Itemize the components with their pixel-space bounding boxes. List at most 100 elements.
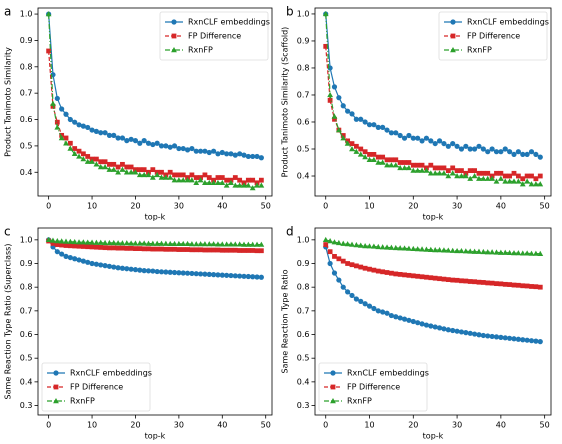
- marker: [454, 173, 460, 179]
- marker: [340, 258, 346, 264]
- y-tick-label: 0.4: [297, 377, 310, 386]
- legend-label: FP Difference: [188, 32, 241, 41]
- marker: [185, 247, 190, 252]
- marker: [515, 173, 521, 179]
- marker: [445, 168, 451, 174]
- marker: [327, 238, 334, 244]
- marker: [410, 135, 416, 141]
- legend-label: FP Difference: [467, 32, 520, 41]
- marker: [423, 322, 430, 328]
- marker: [102, 163, 108, 170]
- marker: [249, 185, 256, 191]
- subplot: a 0 10 20 30 40 50 0.4 0.5 0.6 0.7 0.8 0.9 1.0 top-k Pr…: [4, 5, 273, 222]
- marker: [202, 179, 208, 186]
- marker: [393, 157, 399, 163]
- marker: [432, 247, 439, 253]
- marker: [493, 334, 500, 340]
- marker: [202, 271, 208, 277]
- marker: [50, 100, 56, 106]
- marker: [215, 175, 221, 180]
- marker: [258, 155, 264, 161]
- marker: [89, 239, 95, 245]
- marker: [502, 249, 509, 255]
- marker: [193, 179, 200, 186]
- marker: [224, 151, 230, 157]
- marker: [537, 339, 543, 345]
- marker: [362, 242, 369, 249]
- y-tick-label: 0.7: [297, 306, 310, 315]
- marker: [63, 243, 69, 248]
- marker: [171, 269, 178, 276]
- marker: [215, 151, 221, 157]
- marker: [529, 173, 534, 179]
- marker: [219, 241, 226, 247]
- marker: [141, 167, 147, 173]
- marker: [322, 10, 329, 17]
- marker: [258, 274, 264, 280]
- marker: [335, 127, 342, 133]
- marker: [441, 276, 447, 282]
- legend-label: RxnFP: [188, 46, 213, 55]
- marker: [323, 242, 329, 247]
- marker: [115, 245, 121, 251]
- marker: [258, 182, 265, 188]
- y-tick-label: 0.6: [20, 330, 33, 339]
- marker: [67, 145, 74, 151]
- marker: [362, 149, 368, 155]
- marker: [193, 175, 199, 180]
- legend-label: RxnFP: [347, 397, 372, 406]
- marker: [349, 141, 355, 146]
- x-tick-label: 10: [87, 202, 97, 211]
- marker: [124, 138, 130, 144]
- marker: [384, 270, 390, 275]
- marker: [340, 103, 346, 109]
- marker: [402, 272, 407, 278]
- x-tick-label: 0: [323, 421, 328, 430]
- marker: [45, 11, 52, 17]
- marker: [237, 248, 243, 253]
- marker: [467, 330, 473, 336]
- x-tick-label: 40: [217, 202, 227, 211]
- marker: [472, 279, 477, 285]
- marker: [111, 245, 117, 251]
- marker: [167, 240, 174, 247]
- marker: [202, 172, 208, 178]
- marker: [480, 280, 486, 285]
- marker: [432, 140, 438, 147]
- marker: [159, 246, 164, 252]
- marker: [371, 267, 377, 273]
- marker: [53, 384, 59, 390]
- marker: [184, 240, 191, 247]
- marker: [67, 243, 73, 249]
- marker: [180, 270, 186, 276]
- marker: [423, 135, 430, 141]
- marker: [467, 248, 474, 254]
- marker: [384, 162, 390, 168]
- marker: [193, 148, 199, 154]
- marker: [76, 239, 82, 245]
- marker: [254, 274, 260, 280]
- marker: [132, 267, 139, 273]
- marker: [406, 245, 412, 251]
- marker: [254, 248, 260, 254]
- marker: [340, 240, 347, 246]
- marker: [520, 337, 526, 343]
- marker: [327, 97, 333, 103]
- marker: [250, 248, 256, 253]
- marker: [154, 240, 161, 246]
- marker: [175, 177, 182, 183]
- marker: [375, 243, 382, 250]
- marker: [366, 243, 373, 249]
- x-axis-label: top-k: [423, 432, 444, 441]
- marker: [380, 269, 386, 275]
- marker: [206, 271, 212, 277]
- marker: [323, 43, 329, 49]
- marker: [533, 338, 539, 344]
- marker: [493, 249, 500, 255]
- marker: [389, 270, 394, 276]
- marker: [515, 149, 521, 155]
- legend-box: [438, 11, 548, 61]
- marker: [327, 91, 334, 98]
- legend-label: RxnFP: [467, 46, 492, 55]
- marker: [524, 151, 530, 158]
